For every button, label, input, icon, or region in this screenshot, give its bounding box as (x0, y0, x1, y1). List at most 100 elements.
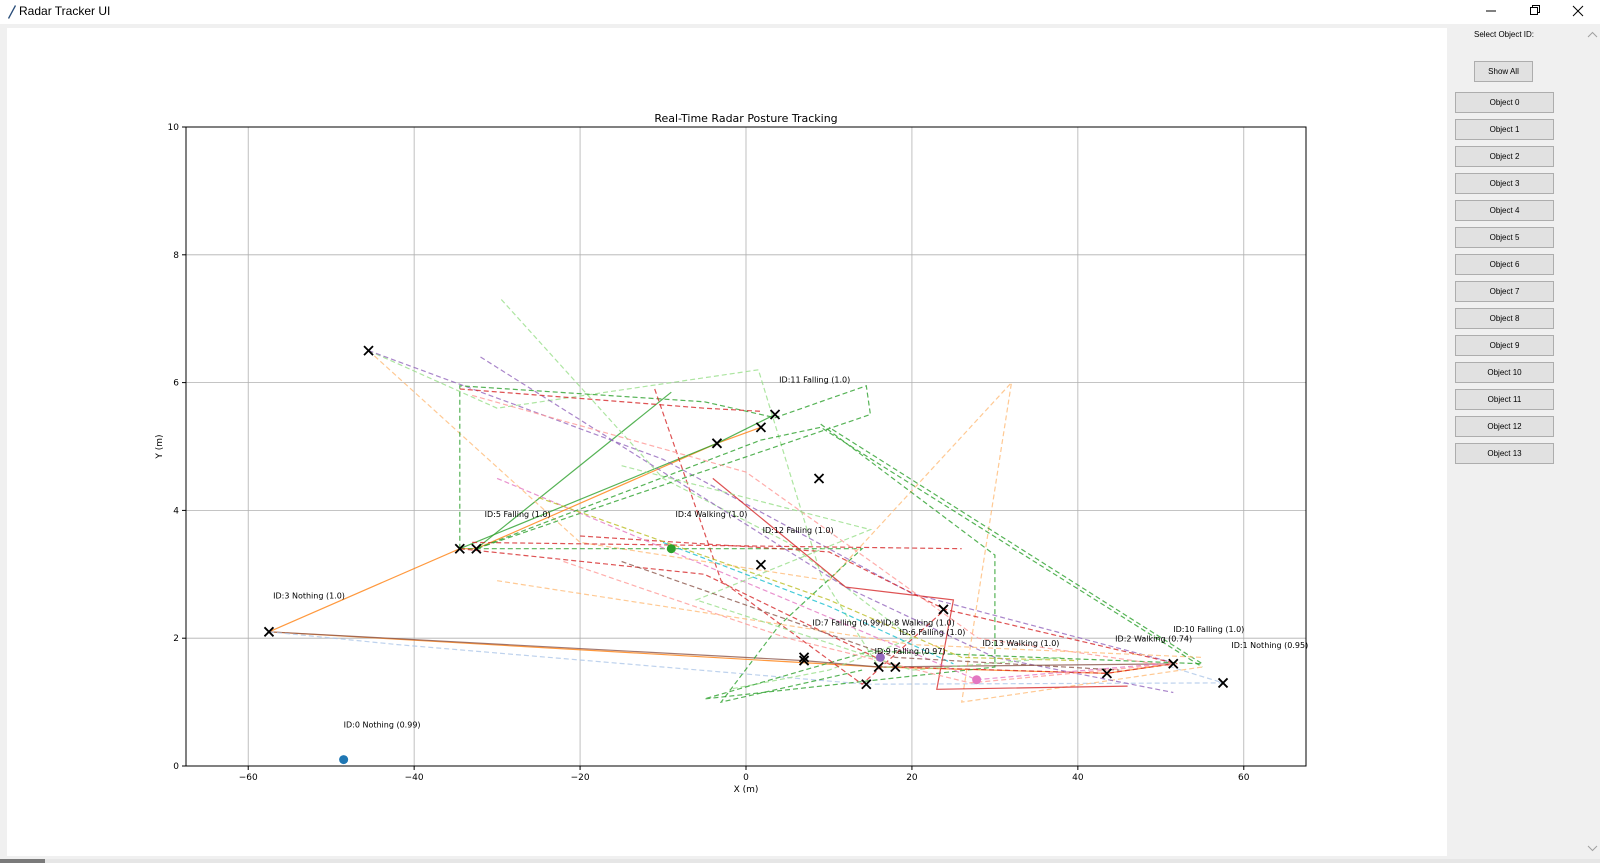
x-marker (454, 543, 465, 554)
current-position-point (666, 544, 676, 554)
x-marker (755, 422, 767, 433)
trajectory-trail (538, 497, 1078, 662)
x-marker (813, 473, 825, 484)
window-title: Radar Tracker UI (19, 4, 111, 18)
trajectory-trail (472, 394, 1178, 668)
x-marker (755, 559, 767, 570)
current-position-point (972, 675, 982, 685)
object-annotation-label: ID:3 Nothing (1.0) (273, 592, 345, 601)
radar-plot: ID:0 Nothing (0.99) ID:1 Nothing (0.95) ID… (155, 112, 1308, 795)
y-tick-label: 10 (168, 123, 180, 133)
x-tick-label: −20 (571, 773, 590, 783)
object-button-4[interactable]: Object 4 (1455, 200, 1554, 221)
object-button-5[interactable]: Object 5 (1455, 227, 1554, 248)
object-button-0[interactable]: Object 0 (1455, 92, 1554, 113)
object-button-8[interactable]: Object 8 (1455, 308, 1554, 329)
object-button-13[interactable]: Object 13 (1455, 443, 1554, 464)
bottom-scroll-track (0, 859, 1600, 863)
x-marker (263, 626, 275, 637)
trajectory-trail (662, 541, 954, 665)
select-object-label: Select Object ID: (1473, 30, 1535, 39)
trajectory-trail (459, 548, 864, 704)
y-tick-label: 4 (173, 506, 179, 516)
scroll-up-icon[interactable] (1587, 31, 1598, 38)
object-annotation-label: ID:11 Falling (1.0) (779, 376, 850, 385)
trajectory-trail (712, 477, 1128, 690)
x-tick-label: −40 (405, 773, 424, 783)
trajectory-trail (459, 384, 872, 550)
x-marker (1217, 677, 1229, 689)
object-button-1[interactable]: Object 1 (1455, 119, 1554, 140)
trajectory-trail (621, 465, 1062, 671)
object-annotation-label: ID:8 Walking (1.0) (883, 618, 955, 627)
x-tick-label: 0 (743, 773, 749, 783)
x-tick-label: 40 (1072, 773, 1084, 783)
y-tick-label: 6 (173, 379, 179, 389)
current-position-point (339, 755, 349, 765)
trajectory-trail (268, 631, 1174, 668)
x-marker (861, 679, 872, 690)
plot-canvas: ID:0 Nothing (0.99) ID:1 Nothing (0.95) ID… (7, 28, 1447, 856)
trajectory-trail (580, 535, 1178, 665)
object-annotation-label: ID:12 Falling (1.0) (763, 526, 834, 535)
object-button-2[interactable]: Object 2 (1455, 146, 1554, 167)
x-marker (769, 409, 781, 420)
scroll-down-icon[interactable] (1587, 845, 1598, 852)
title-bar: Radar Tracker UI (0, 0, 1600, 24)
x-marker (798, 652, 810, 663)
trajectory-trail (459, 548, 1174, 674)
trajectory-trail (654, 388, 946, 685)
object-button-11[interactable]: Object 11 (1455, 389, 1554, 410)
y-tick-label: 2 (173, 634, 179, 644)
object-button-7[interactable]: Object 7 (1455, 281, 1554, 302)
scrollbar[interactable] (1585, 24, 1600, 859)
object-annotation-label: ID:2 Walking (0.74) (1115, 634, 1192, 643)
x-marker (873, 661, 884, 673)
object-annotation-label: ID:0 Nothing (0.99) (344, 721, 421, 730)
object-annotation-label: ID:9 Falling (0.97) (875, 647, 946, 656)
x-marker (890, 661, 901, 673)
close-icon[interactable] (1556, 0, 1600, 22)
y-axis-label: Y (m) (155, 434, 165, 459)
object-button-9[interactable]: Object 9 (1455, 335, 1554, 356)
object-annotation-label: ID:6 Falling (1.0) (899, 628, 965, 637)
object-button-10[interactable]: Object 10 (1455, 362, 1554, 383)
x-tick-label: 60 (1238, 773, 1250, 783)
trajectory-trail (268, 631, 1224, 685)
trajectory-trail (480, 356, 1174, 694)
trajectory-trail (472, 541, 962, 550)
object-button-12[interactable]: Object 12 (1455, 416, 1554, 437)
trajectory-trail (496, 477, 1161, 681)
x-marker (363, 345, 374, 356)
x-marker (711, 438, 723, 449)
current-position-point (875, 652, 885, 662)
object-annotation-label: ID:4 Walking (1.0) (675, 510, 747, 519)
y-tick-label: 8 (173, 251, 179, 261)
trajectory-trail (497, 580, 1203, 658)
object-button-3[interactable]: Object 3 (1455, 173, 1554, 194)
trajectory-trail (268, 426, 762, 633)
scroll-arrows[interactable] (1585, 24, 1600, 859)
x-tick-label: −60 (239, 773, 258, 783)
object-annotation-label: ID:10 Falling (1.0) (1173, 625, 1244, 634)
object-button-6[interactable]: Object 6 (1455, 254, 1554, 275)
trajectory-trail (459, 388, 763, 412)
object-annotation-label: ID:1 Nothing (0.95) (1231, 641, 1308, 650)
x-marker (798, 655, 810, 666)
x-axis-label: X (m) (734, 785, 759, 795)
chart-title: Real-Time Radar Posture Tracking (654, 112, 837, 125)
object-annotation-label: ID:13 Walking (1.0) (982, 639, 1059, 648)
trajectory-trail (621, 560, 1120, 671)
x-marker (938, 604, 949, 615)
minimize-icon[interactable] (1469, 0, 1513, 22)
restore-icon[interactable] (1513, 0, 1557, 22)
show-all-button[interactable]: Show All (1474, 61, 1533, 82)
trajectory-trail (704, 423, 1205, 700)
x-marker (471, 543, 482, 554)
y-tick-label: 0 (173, 762, 179, 772)
trajectory-trail (368, 350, 1203, 703)
x-tick-label: 20 (906, 773, 918, 783)
object-annotation-label: ID:7 Falling (0.99) (812, 618, 883, 627)
object-annotation-label: ID:5 Falling (1.0) (485, 510, 551, 519)
x-marker (1101, 668, 1113, 679)
